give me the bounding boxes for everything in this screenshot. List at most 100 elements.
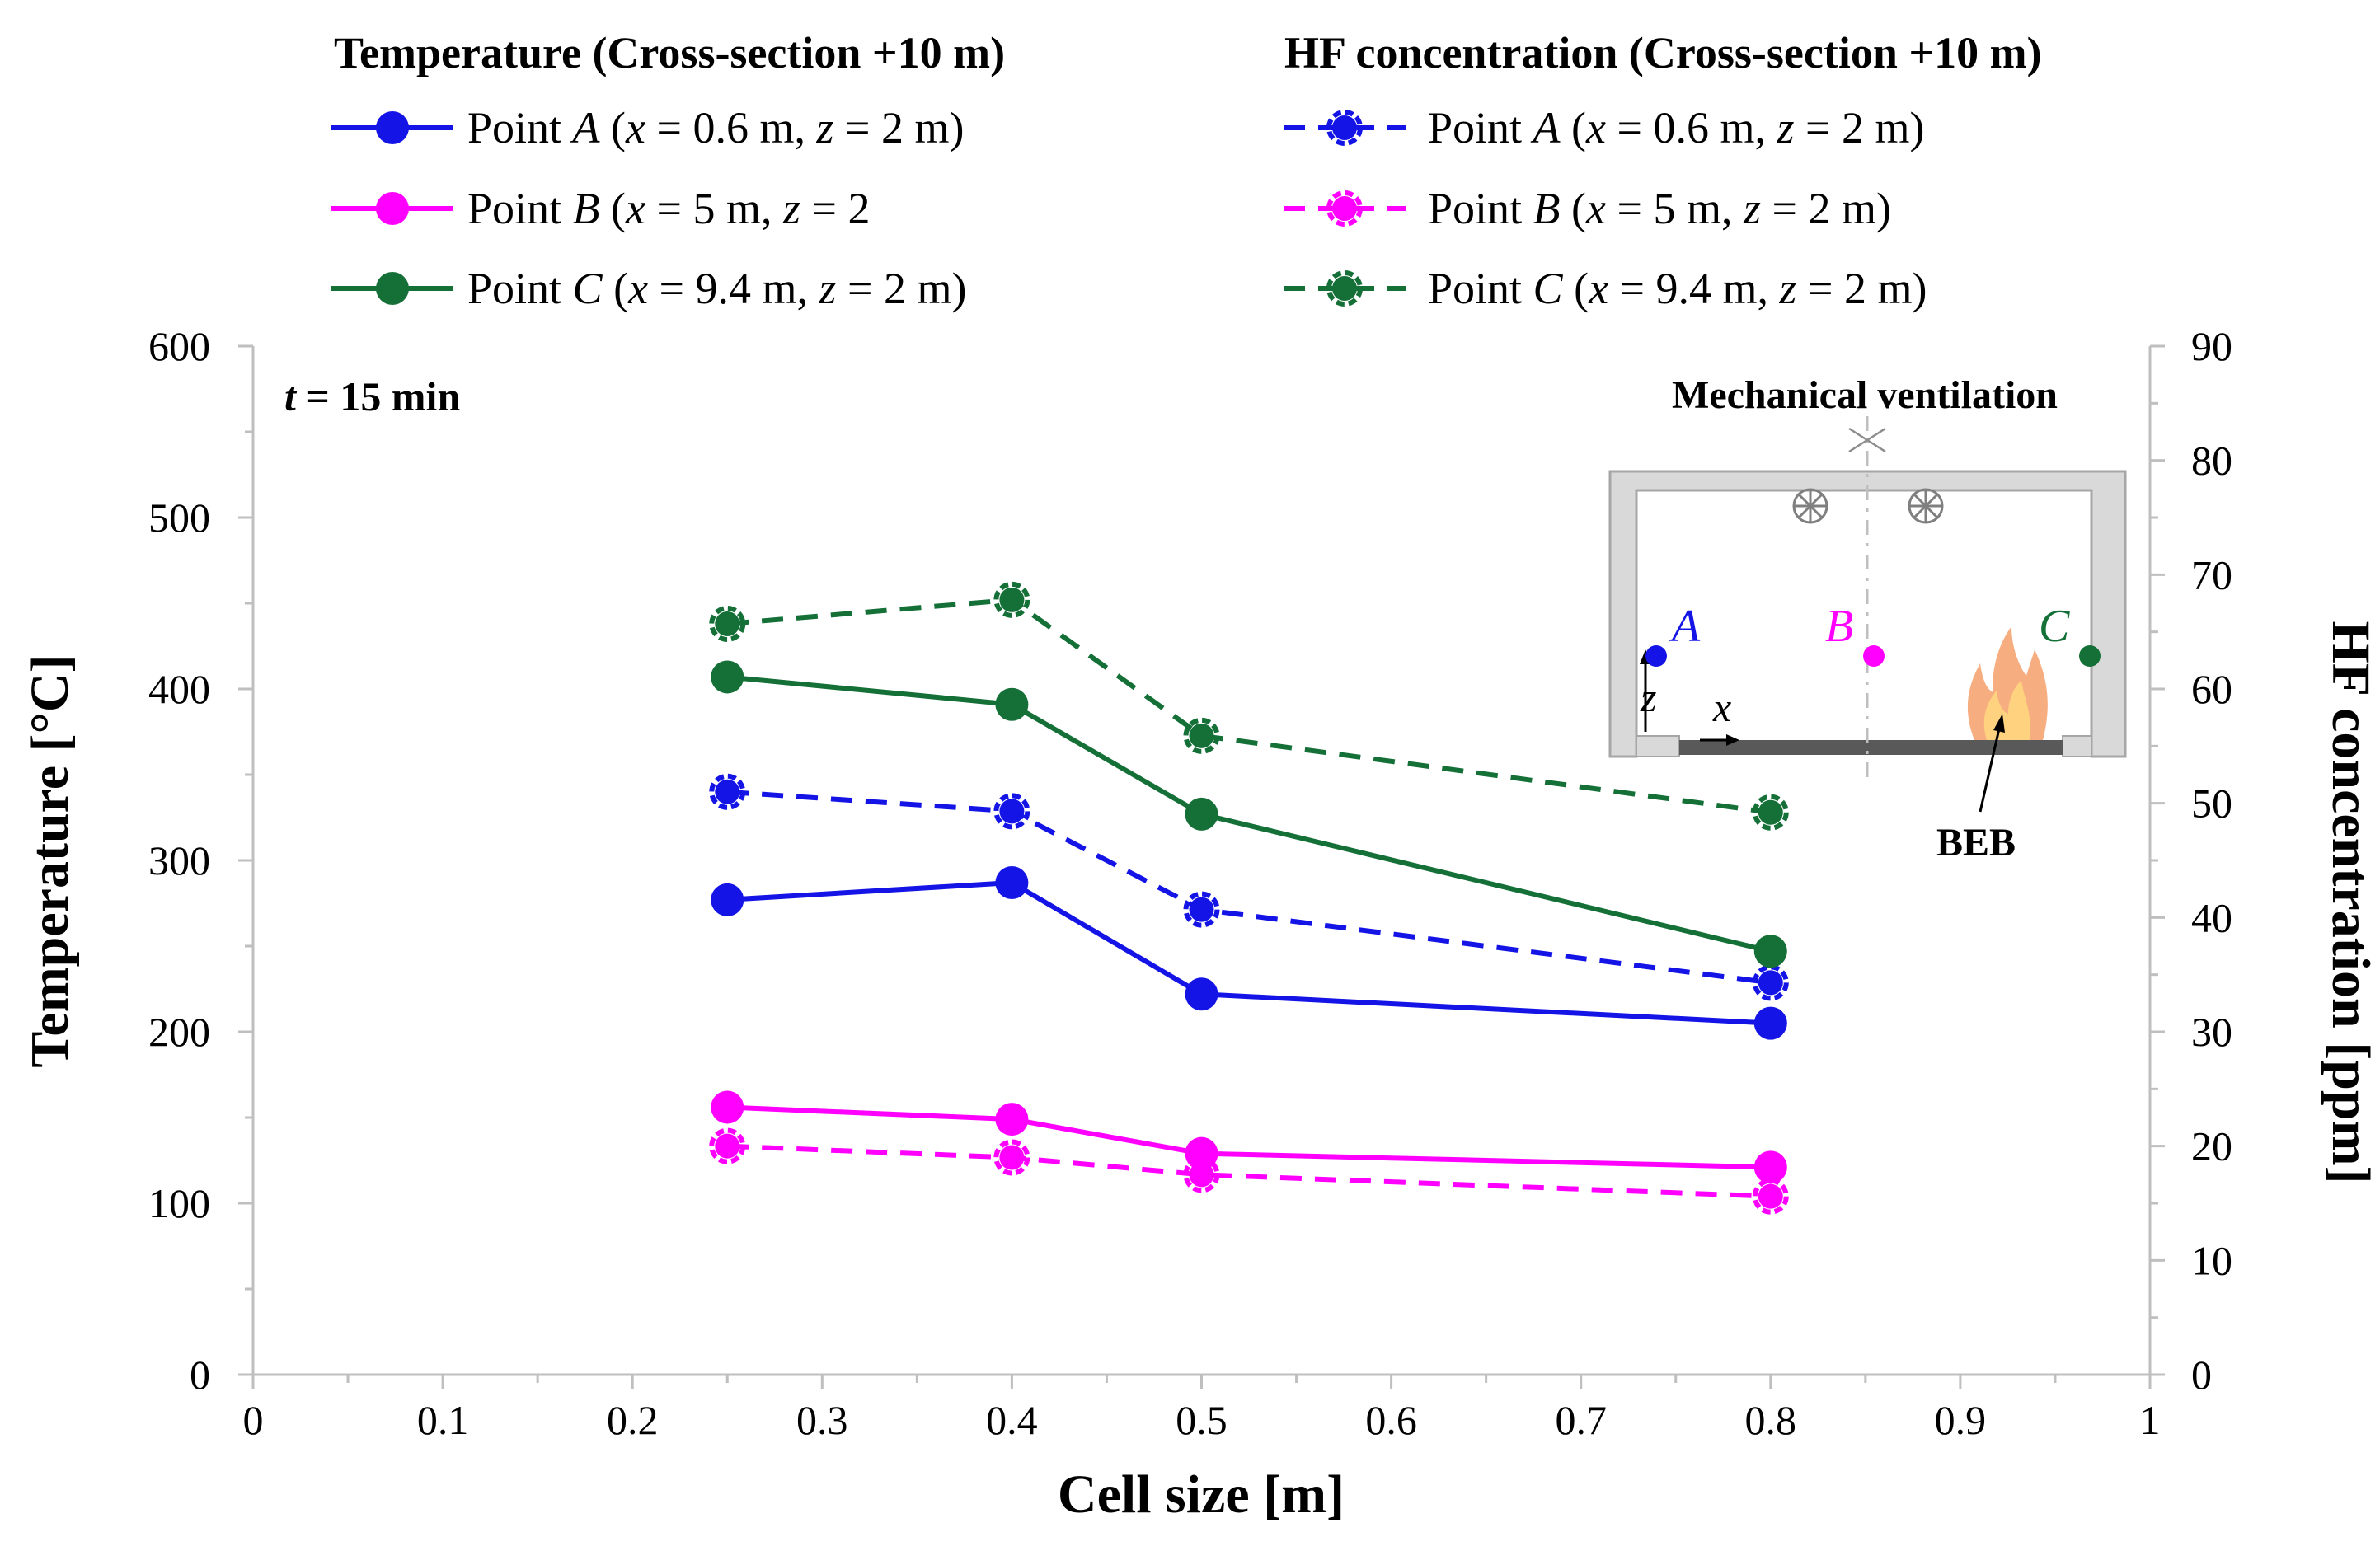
tunnel-road	[1679, 740, 2063, 755]
data-point	[993, 581, 1030, 618]
data-point	[1752, 964, 1789, 1001]
y2-tick-label: 30	[2191, 1009, 2232, 1055]
y2-tick-label: 0	[2191, 1352, 2212, 1398]
legend-items: Point A (x = 0.6 m, z = 2 m) Point B (x =…	[331, 103, 1927, 313]
data-point	[993, 793, 1030, 830]
data-point	[1753, 1006, 1787, 1040]
data-point	[1185, 1136, 1218, 1170]
y-tick-label: 100	[148, 1180, 210, 1226]
data-point	[1185, 797, 1218, 831]
x-tick-label: 1	[2140, 1397, 2161, 1443]
legend-marker	[1326, 110, 1363, 146]
data-point	[709, 773, 746, 810]
series-line	[726, 674, 1772, 954]
legend-marker	[376, 272, 409, 305]
x-tick-label: 0.4	[986, 1397, 1038, 1443]
y-tick-label: 200	[148, 1009, 210, 1055]
inset-label-a: A	[1669, 601, 1701, 652]
legend-item-hB: Point B (x = 5 m, z = 2 m)	[1284, 184, 1891, 233]
x-tick-label: 0.7	[1555, 1397, 1607, 1443]
y2-axis-title: HF concentration [ppm]	[2321, 621, 2380, 1183]
series-hA	[709, 773, 1789, 1001]
data-point	[1183, 717, 1220, 754]
y-tick-label: 600	[148, 323, 210, 369]
legend-label: Point B (x = 5 m, z = 2	[467, 184, 870, 233]
y-tick-labels: 0 100 200 300 400 500 600	[148, 323, 210, 1398]
tunnel-floor-left	[1636, 735, 1680, 757]
legend-marker	[1326, 190, 1363, 227]
y-axis-title: Temperature [°C]	[20, 654, 80, 1067]
fire-icon	[1967, 626, 2048, 740]
y2-tick-labels: 0 10 20 30 40 50 60 70 80 90	[2191, 323, 2232, 1398]
x-tick-label: 0.6	[1365, 1397, 1417, 1443]
legend-label: Point B (x = 5 m, z = 2 m)	[1428, 184, 1891, 233]
inset-label-b: B	[1825, 601, 1853, 652]
legend-item-tC: Point C (x = 9.4 m, z = 2 m)	[331, 264, 966, 313]
x-axis-arrow-icon	[1700, 734, 1739, 746]
x-tick-label: 0.3	[796, 1397, 848, 1443]
time-annotation: t = 15 min	[284, 373, 460, 419]
x-tick-label: 0.2	[607, 1397, 659, 1443]
series-tC	[711, 660, 1787, 968]
data-point	[709, 605, 746, 642]
axis-ticks	[238, 344, 2165, 1389]
series-line	[727, 1143, 1771, 1199]
y2-tick-label: 50	[2191, 780, 2232, 827]
x-tick-label: 0.1	[417, 1397, 469, 1443]
legend-item-tA: Point A (x = 0.6 m, z = 2 m)	[331, 103, 964, 152]
y-tick-label: 0	[190, 1352, 210, 1398]
legend-label: Point C (x = 9.4 m, z = 2 m)	[1428, 264, 1927, 313]
data-point	[995, 866, 1029, 900]
data-point	[711, 660, 744, 694]
point-b-marker	[1863, 645, 1885, 667]
x-axis-title: Cell size [m]	[1058, 1464, 1345, 1525]
legend-item-hC: Point C (x = 9.4 m, z = 2 m)	[1284, 264, 1927, 313]
data-point	[711, 883, 744, 916]
legend-item-hA: Point A (x = 0.6 m, z = 2 m)	[1284, 103, 1924, 152]
data-point	[995, 1103, 1029, 1136]
y-tick-label: 500	[148, 494, 210, 541]
series-tB	[711, 1090, 1787, 1184]
series-hC	[709, 581, 1789, 831]
series-line	[727, 789, 1772, 986]
tunnel-wall	[1608, 470, 2127, 758]
time-symbol: t	[284, 373, 298, 419]
series-line	[727, 880, 1771, 1026]
legend-marker	[1326, 270, 1363, 307]
data-point	[1185, 977, 1218, 1011]
y2-tick-label: 90	[2191, 323, 2232, 369]
legend-marker	[376, 111, 409, 144]
beb-callout-label: BEB	[1936, 821, 2016, 865]
y2-tick-label: 10	[2191, 1237, 2232, 1283]
y2-tick-label: 60	[2191, 666, 2232, 712]
legend-label: Point C (x = 9.4 m, z = 2 m)	[467, 264, 966, 313]
y-tick-label: 400	[148, 666, 210, 712]
x-tick-label: 0	[243, 1397, 264, 1443]
jet-fan-icon	[1908, 488, 1944, 524]
x-tick-label: 0.8	[1745, 1397, 1797, 1443]
legend-label: Point A (x = 0.6 m, z = 2 m)	[467, 103, 964, 152]
cross-section-marker-icon	[1848, 427, 1886, 453]
data-point	[993, 1139, 1030, 1176]
legend-marker	[376, 192, 409, 225]
x-tick-label: 0.9	[1935, 1397, 1987, 1443]
jet-fan-icon	[1792, 488, 1828, 524]
data-point	[1753, 935, 1787, 968]
legend-item-tB: Point B (x = 5 m, z = 2	[331, 184, 870, 233]
series-line	[726, 597, 1772, 815]
y2-tick-label: 20	[2191, 1123, 2232, 1169]
x-tick-labels: 0 0.1 0.2 0.3 0.4 0.5 0.6 0.7 0.8 0.9 1	[243, 1397, 2161, 1443]
data-point	[1752, 1178, 1789, 1215]
legend: Temperature (Cross-section +10 m) HF con…	[331, 28, 2042, 313]
data-point	[1183, 891, 1220, 928]
inset-x-label: x	[1712, 684, 1731, 730]
y-tick-label: 300	[148, 837, 210, 883]
data-point	[1752, 794, 1789, 831]
inset-z-label: z	[1640, 674, 1656, 720]
series-tA	[711, 866, 1787, 1040]
data-point	[1753, 1150, 1787, 1184]
point-c-marker	[2079, 645, 2101, 667]
y2-tick-label: 40	[2191, 894, 2232, 940]
series-hB	[709, 1127, 1789, 1215]
